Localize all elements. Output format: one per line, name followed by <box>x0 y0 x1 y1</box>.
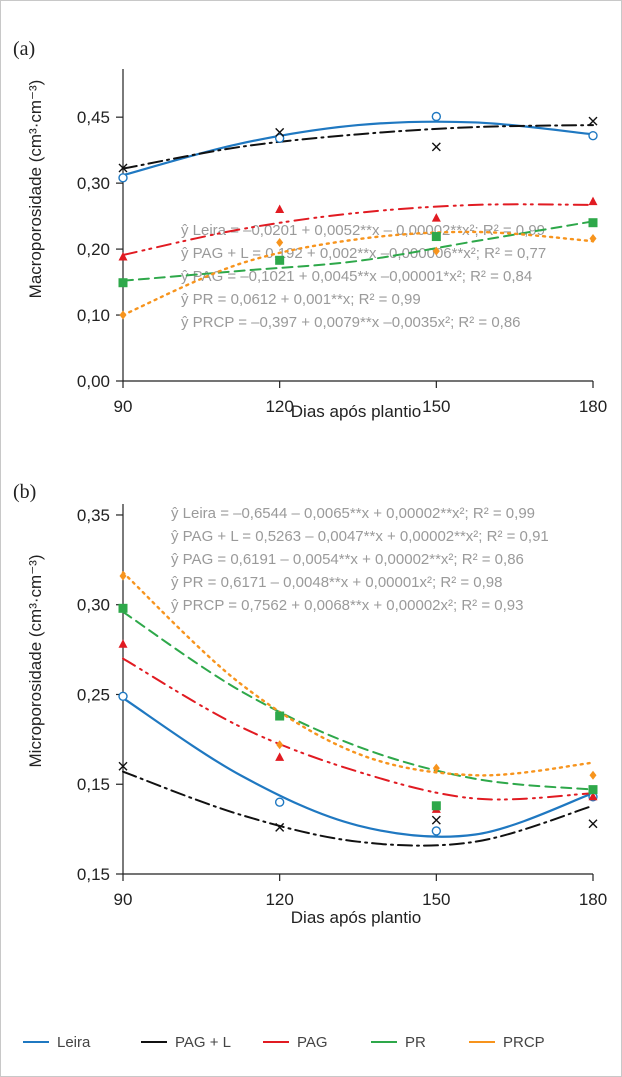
panel-a-point-pag-l-120 <box>275 127 285 137</box>
panel-b-point-pag-l-180 <box>588 819 598 829</box>
panel-b-point-pag-l-90 <box>118 761 128 771</box>
panel-b-point-pr-150 <box>431 801 441 811</box>
panel-b-point-pag-180 <box>588 791 598 801</box>
panel-a: (a) Macroporosidade (cm³·cm⁻³) Dias após… <box>13 38 607 421</box>
panel-b-equation-pr: ŷ PR = 0,6171 – 0,0048**x + 0,00001x²; R… <box>171 574 502 591</box>
panel-b-point-leira-120 <box>274 797 285 807</box>
legend-label-leira: Leira <box>57 1034 91 1051</box>
legend-label-prcp: PRCP <box>503 1034 545 1051</box>
legend-label-pag: PAG <box>297 1034 328 1051</box>
panel-a-point-pr-120 <box>275 255 285 265</box>
panel-a-point-pr-150 <box>431 232 441 242</box>
panel-a-equation-pr: ŷ PR = 0,0612 + 0,001**x; R² = 0,99 <box>181 291 421 308</box>
panel-b-point-prcp-120 <box>276 740 284 750</box>
panel-a-y-tick-label-3: 0,30 <box>77 174 110 193</box>
panel-b-equation-leira: ŷ Leira = –0,6544 – 0,0065**x + 0,00002*… <box>171 505 535 522</box>
panel-a-point-prcp-180 <box>589 234 597 244</box>
legend-label-pag-l: PAG + L <box>175 1034 231 1051</box>
panel-a-point-pag-l-150 <box>431 142 441 152</box>
panel-b-x-tick-label-90: 90 <box>114 890 133 909</box>
panel-b-y-tick-label-2: 0,25 <box>77 685 110 704</box>
legend: Leira PAG + L PAG PR PRCP <box>23 1034 545 1051</box>
panel-b-fit-pag-l <box>122 770 594 847</box>
panel-a-label: (a) <box>13 38 35 60</box>
panel-a-y-axis-label: Macroporosidade (cm³·cm⁻³) <box>26 80 45 299</box>
panel-a-point-prcp-150 <box>432 246 440 256</box>
panel-b-x-axis-label: Dias após plantio <box>291 908 421 927</box>
panel-a-y-tick-label-2: 0,20 <box>77 240 110 259</box>
panel-a-point-pag-l-180 <box>588 116 598 126</box>
panel-b-point-pr-180 <box>588 785 598 795</box>
panel-a-point-pag-180 <box>588 196 598 206</box>
panel-b-fit-pag <box>122 657 594 801</box>
panel-b-point-pr-90 <box>118 603 128 613</box>
panel-a-point-leira-150 <box>431 111 442 122</box>
panel-b-point-pag-l-120 <box>275 822 285 832</box>
panel-b-point-leira-90 <box>118 691 128 701</box>
panel-a-x-tick-label-90: 90 <box>114 397 133 416</box>
panel-a-point-prcp-120 <box>276 237 284 247</box>
panel-a-point-leira-90 <box>118 173 128 183</box>
panel-b-point-pag-120 <box>275 752 285 761</box>
panel-a-point-prcp-90 <box>119 310 127 320</box>
panel-a-x-tick-label-150: 150 <box>422 397 450 416</box>
panel-b-fit-leira <box>121 696 595 838</box>
panel-a-point-pr-180 <box>588 218 598 228</box>
legend-label-pr: PR <box>405 1034 426 1051</box>
panel-b-y-tick-label-0: 0,15 <box>77 865 110 884</box>
panel-a-fit-pag-l <box>122 124 594 170</box>
panel-b-x-tick-label-120: 120 <box>265 890 293 909</box>
panel-b-x-tick-label-150: 150 <box>422 890 450 909</box>
panel-a-equation-leira: ŷ Leira = –0,0201 + 0,0052**x – 0,00002*… <box>181 222 545 239</box>
panel-b: (b) Microporosidade (cm³·cm⁻³) Dias após… <box>13 481 607 927</box>
panel-a-equation-prcp: ŷ PRCP = –0,397 + 0,0079**x –0,0035x²; R… <box>181 314 521 331</box>
panel-a-y-tick-label-0: 0,00 <box>77 372 110 391</box>
panel-b-equation-prcp: ŷ PRCP = 0,7562 + 0,0068**x + 0,00002x²;… <box>171 597 523 614</box>
panel-a-point-pr-90 <box>118 278 128 288</box>
panel-b-point-leira-150 <box>431 826 442 836</box>
panel-a-equation-pag: ŷ PAG = –0,1021 + 0,0045**x –0,00001*x²;… <box>181 268 532 285</box>
panel-b-equation-pag: ŷ PAG = 0,6191 – 0,0054**x + 0,00002**x²… <box>171 551 524 568</box>
panel-b-point-pag-90 <box>118 639 128 648</box>
panel-b-point-pag-l-150 <box>431 815 441 825</box>
panel-a-x-axis-label: Dias após plantio <box>291 402 421 421</box>
panel-b-point-pr-120 <box>275 711 285 721</box>
panel-b-y-tick-label-1: 0,15 <box>77 775 110 794</box>
panel-b-y-axis-label: Microporosidade (cm³·cm⁻³) <box>26 555 45 768</box>
panel-a-x-tick-label-180: 180 <box>579 397 607 416</box>
panel-b-fit-pr <box>122 610 594 791</box>
panel-a-y-tick-label-4: 0,45 <box>77 108 110 127</box>
panel-b-y-tick-label-3: 0,30 <box>77 596 110 615</box>
panel-a-equations: ŷ Leira = –0,0201 + 0,0052**x – 0,00002*… <box>181 222 546 331</box>
panel-b-point-prcp-180 <box>589 770 597 780</box>
panel-a-point-leira-180 <box>588 130 598 141</box>
panel-a-point-pag-90 <box>118 252 128 261</box>
panel-a-point-pag-120 <box>275 204 285 214</box>
panel-b-point-prcp-150 <box>432 763 440 773</box>
panel-b-label: (b) <box>13 481 36 503</box>
panel-a-x-tick-label-120: 120 <box>265 397 293 416</box>
panel-b-fit-prcp <box>121 571 595 777</box>
panel-b-equation-pag-l: ŷ PAG + L = 0,5263 – 0,0047**x + 0,00002… <box>171 528 549 545</box>
panel-a-point-pag-l-90 <box>118 163 128 173</box>
panel-a-point-leira-120 <box>274 133 285 143</box>
panel-a-equation-pag-l: ŷ PAG + L = 0,192 + 0,002**x –0,000006**… <box>181 245 546 262</box>
panel-a-y-tick-label-1: 0,10 <box>77 306 110 325</box>
panel-b-x-tick-label-180: 180 <box>579 890 607 909</box>
panel-a-point-pag-150 <box>431 213 441 222</box>
panel-a-fit-pag <box>122 203 594 257</box>
panel-b-equations: ŷ Leira = –0,6544 – 0,0065**x + 0,00002*… <box>171 505 549 614</box>
panel-b-point-prcp-90 <box>119 571 127 581</box>
panel-b-y-tick-label-4: 0,35 <box>77 506 110 525</box>
panel-a-fit-leira <box>121 120 595 177</box>
panel-a-fit-prcp <box>121 230 595 317</box>
